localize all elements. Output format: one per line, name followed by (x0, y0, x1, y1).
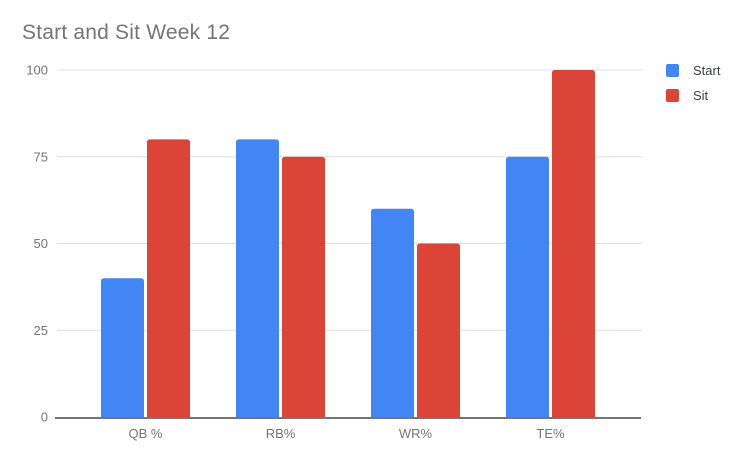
y-tick-label-25: 25 (34, 323, 48, 338)
bar-sit-rb[interactable] (282, 156, 325, 417)
x-axis-label-qb: QB % (129, 426, 163, 441)
legend-item-sit[interactable]: Sit (666, 87, 720, 103)
bar-sit-qb[interactable] (147, 139, 190, 417)
bar-sit-te[interactable] (552, 70, 595, 417)
x-axis-label-te: TE% (536, 426, 565, 441)
bar-start-rb[interactable] (236, 139, 279, 417)
legend-item-start[interactable]: Start (666, 62, 721, 78)
chart-legend: Start Sit (666, 63, 720, 113)
y-tick-label-0: 0 (41, 410, 48, 425)
bar-start-te[interactable] (506, 156, 549, 417)
y-tick-label-75: 75 (34, 149, 48, 164)
chart-title: Start and Sit Week 12 (22, 21, 231, 44)
legend-swatch-sit (666, 88, 679, 102)
y-tick-label-50: 50 (34, 236, 48, 251)
x-axis-line (55, 417, 641, 419)
legend-label-sit: Sit (693, 87, 709, 103)
y-tick-label-100: 100 (26, 63, 48, 78)
bar-start-wr[interactable] (371, 208, 414, 417)
x-axis-label-rb: RB% (266, 426, 296, 441)
bar-start-qb[interactable] (101, 278, 144, 417)
bar-sit-wr[interactable] (417, 243, 460, 418)
legend-swatch-start (666, 63, 679, 77)
legend-label-start: Start (693, 62, 721, 78)
x-axis-label-wr: WR% (399, 426, 433, 441)
